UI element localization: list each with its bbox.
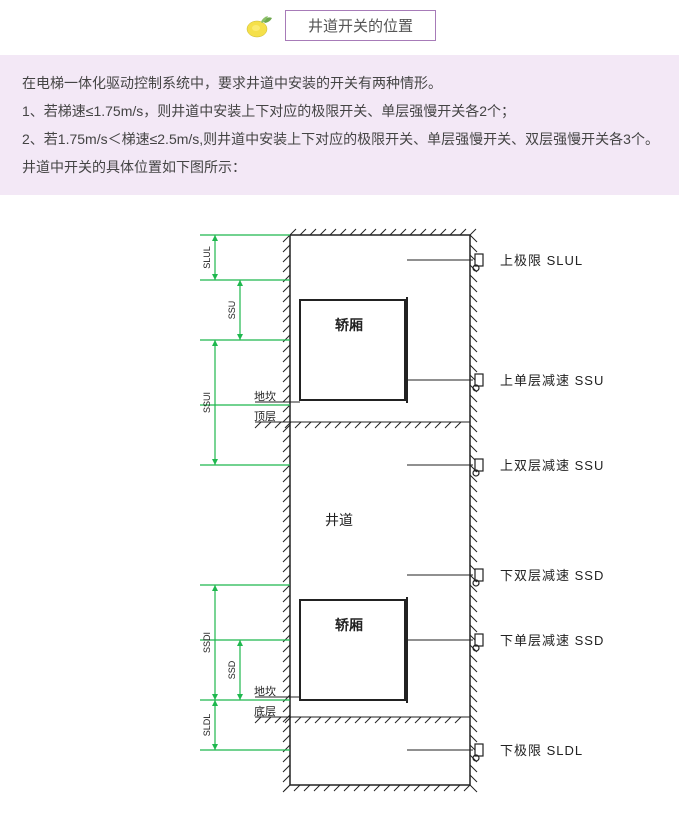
desc-line-4: 井道中开关的具体位置如下图所示： xyxy=(22,153,661,181)
switch-label-ssu: 上单层减速 SSU xyxy=(500,373,604,388)
shaft-label: 井道 xyxy=(325,512,353,528)
dim-label-sldl: SLDL xyxy=(202,714,212,737)
shaft-diagram: 井道SLULSSUSSUISSDISSDSLDL地坎顶层地坎底层轿厢轿厢上极限 … xyxy=(75,205,605,805)
description-block: 在电梯一体化驱动控制系统中，要求井道中安装的开关有两种情形。 1、若梯速≤1.7… xyxy=(0,55,679,195)
dim-label-slul: SLUL xyxy=(202,246,212,269)
switch-label-ssd: 下单层减速 SSD xyxy=(500,633,604,648)
switch-label-sldl: 下极限 SLDL xyxy=(500,743,583,758)
switch-label-ssui: 上双层减速 SSUI xyxy=(500,458,605,473)
elevator-car xyxy=(300,600,405,700)
floor-mark: 底层 xyxy=(254,704,276,718)
lemon-icon xyxy=(243,12,277,40)
elevator-car xyxy=(300,300,405,400)
dim-label-ssu: SSU xyxy=(227,301,237,320)
desc-line-2: 1、若梯速≤1.75m/s，则井道中安装上下对应的极限开关、单层强慢开关各2个； xyxy=(22,97,661,125)
page-title: 井道开关的位置 xyxy=(285,10,436,41)
dim-label-ssd: SSD xyxy=(227,660,237,679)
floor-mark: 顶层 xyxy=(254,410,276,423)
switch-label-slul: 上极限 SLUL xyxy=(500,253,583,268)
desc-line-1: 在电梯一体化驱动控制系统中，要求井道中安装的开关有两种情形。 xyxy=(22,69,661,97)
dim-label-ssdi: SSDI xyxy=(202,632,212,653)
car-label: 轿厢 xyxy=(335,317,363,333)
floor-mark: 地坎 xyxy=(254,390,276,403)
dim-label-ssui: SSUI xyxy=(202,392,212,413)
desc-line-3: 2、若1.75m/s＜梯速≤2.5m/s,则井道中安装上下对应的极限开关、单层强… xyxy=(22,125,661,153)
switch-label-ssdi: 下双层减速 SSDI xyxy=(500,568,605,583)
car-label: 轿厢 xyxy=(335,617,363,633)
floor-mark: 地坎 xyxy=(254,685,276,698)
